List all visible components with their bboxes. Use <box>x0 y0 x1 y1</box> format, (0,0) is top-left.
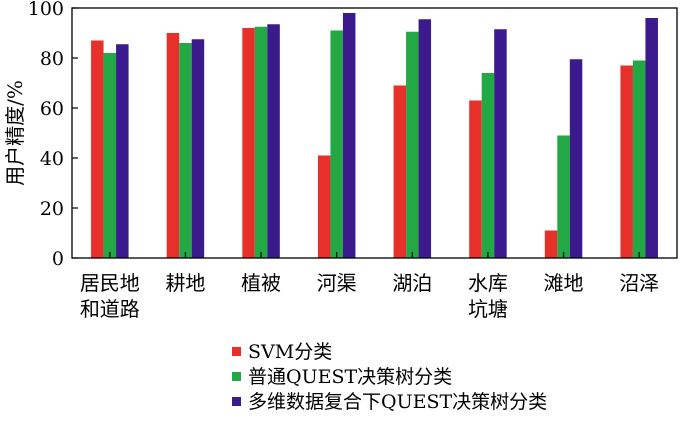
bar-1-2 <box>166 33 180 258</box>
legend-swatch <box>232 347 241 356</box>
bar-3-2 <box>191 39 205 258</box>
x-tick-label: 滩地 <box>544 271 584 295</box>
bar-1-1 <box>91 40 104 258</box>
x-tick-label: 植被 <box>241 271 281 295</box>
bar-1-8 <box>620 65 633 258</box>
y-tick-label: 0 <box>52 248 64 270</box>
bar-3-1 <box>116 44 129 258</box>
x-tick-label: 居民地 <box>80 271 140 295</box>
bar-1-7 <box>544 230 558 258</box>
bar-3-6 <box>494 29 507 258</box>
bar-2-5 <box>406 31 419 258</box>
bar-2-7 <box>557 135 570 258</box>
bar-2-2 <box>179 43 192 258</box>
bar-2-4 <box>330 30 343 258</box>
bar-3-7 <box>569 59 583 258</box>
y-tick-label: 80 <box>40 48 64 70</box>
x-tick-label: 水库 <box>468 271 508 295</box>
bar-2-6 <box>481 73 495 258</box>
bars-group <box>91 13 658 258</box>
bar-3-5 <box>418 19 432 258</box>
x-tick-label: 和道路 <box>80 297 140 321</box>
legend-swatch <box>232 372 241 381</box>
legend-label: SVM分类 <box>248 341 332 363</box>
bar-2-1 <box>103 53 117 258</box>
y-axis-title-group: 用户精度/% <box>3 80 27 186</box>
x-tick-label: 坑塘 <box>468 297 508 321</box>
bar-2-8 <box>632 60 646 258</box>
y-tick-label: 100 <box>28 0 64 20</box>
legend-label: 多维数据复合下QUEST决策树分类 <box>248 391 547 413</box>
x-tick-label: 沼泽 <box>619 271 659 295</box>
bar-1-5 <box>393 85 407 258</box>
bar-2-3 <box>254 26 268 258</box>
x-tick-label: 河渠 <box>317 271 357 295</box>
legend-label: 普通QUEST决策树分类 <box>248 366 452 388</box>
bar-1-3 <box>242 28 255 258</box>
plot-frame <box>71 7 678 259</box>
bar-1-6 <box>469 100 482 258</box>
bar-3-4 <box>342 13 356 258</box>
bar-1-4 <box>317 155 331 258</box>
y-tick-label: 60 <box>40 98 64 120</box>
x-tick-label: 湖泊 <box>392 271 432 295</box>
y-tick-label: 40 <box>40 148 64 170</box>
y-axis-title: 用户精度/% <box>3 80 27 186</box>
bar-3-3 <box>267 24 280 258</box>
y-tick-label: 20 <box>40 198 64 220</box>
legend-swatch <box>232 397 241 406</box>
x-tick-label: 耕地 <box>165 271 205 295</box>
bar-3-8 <box>645 18 658 258</box>
